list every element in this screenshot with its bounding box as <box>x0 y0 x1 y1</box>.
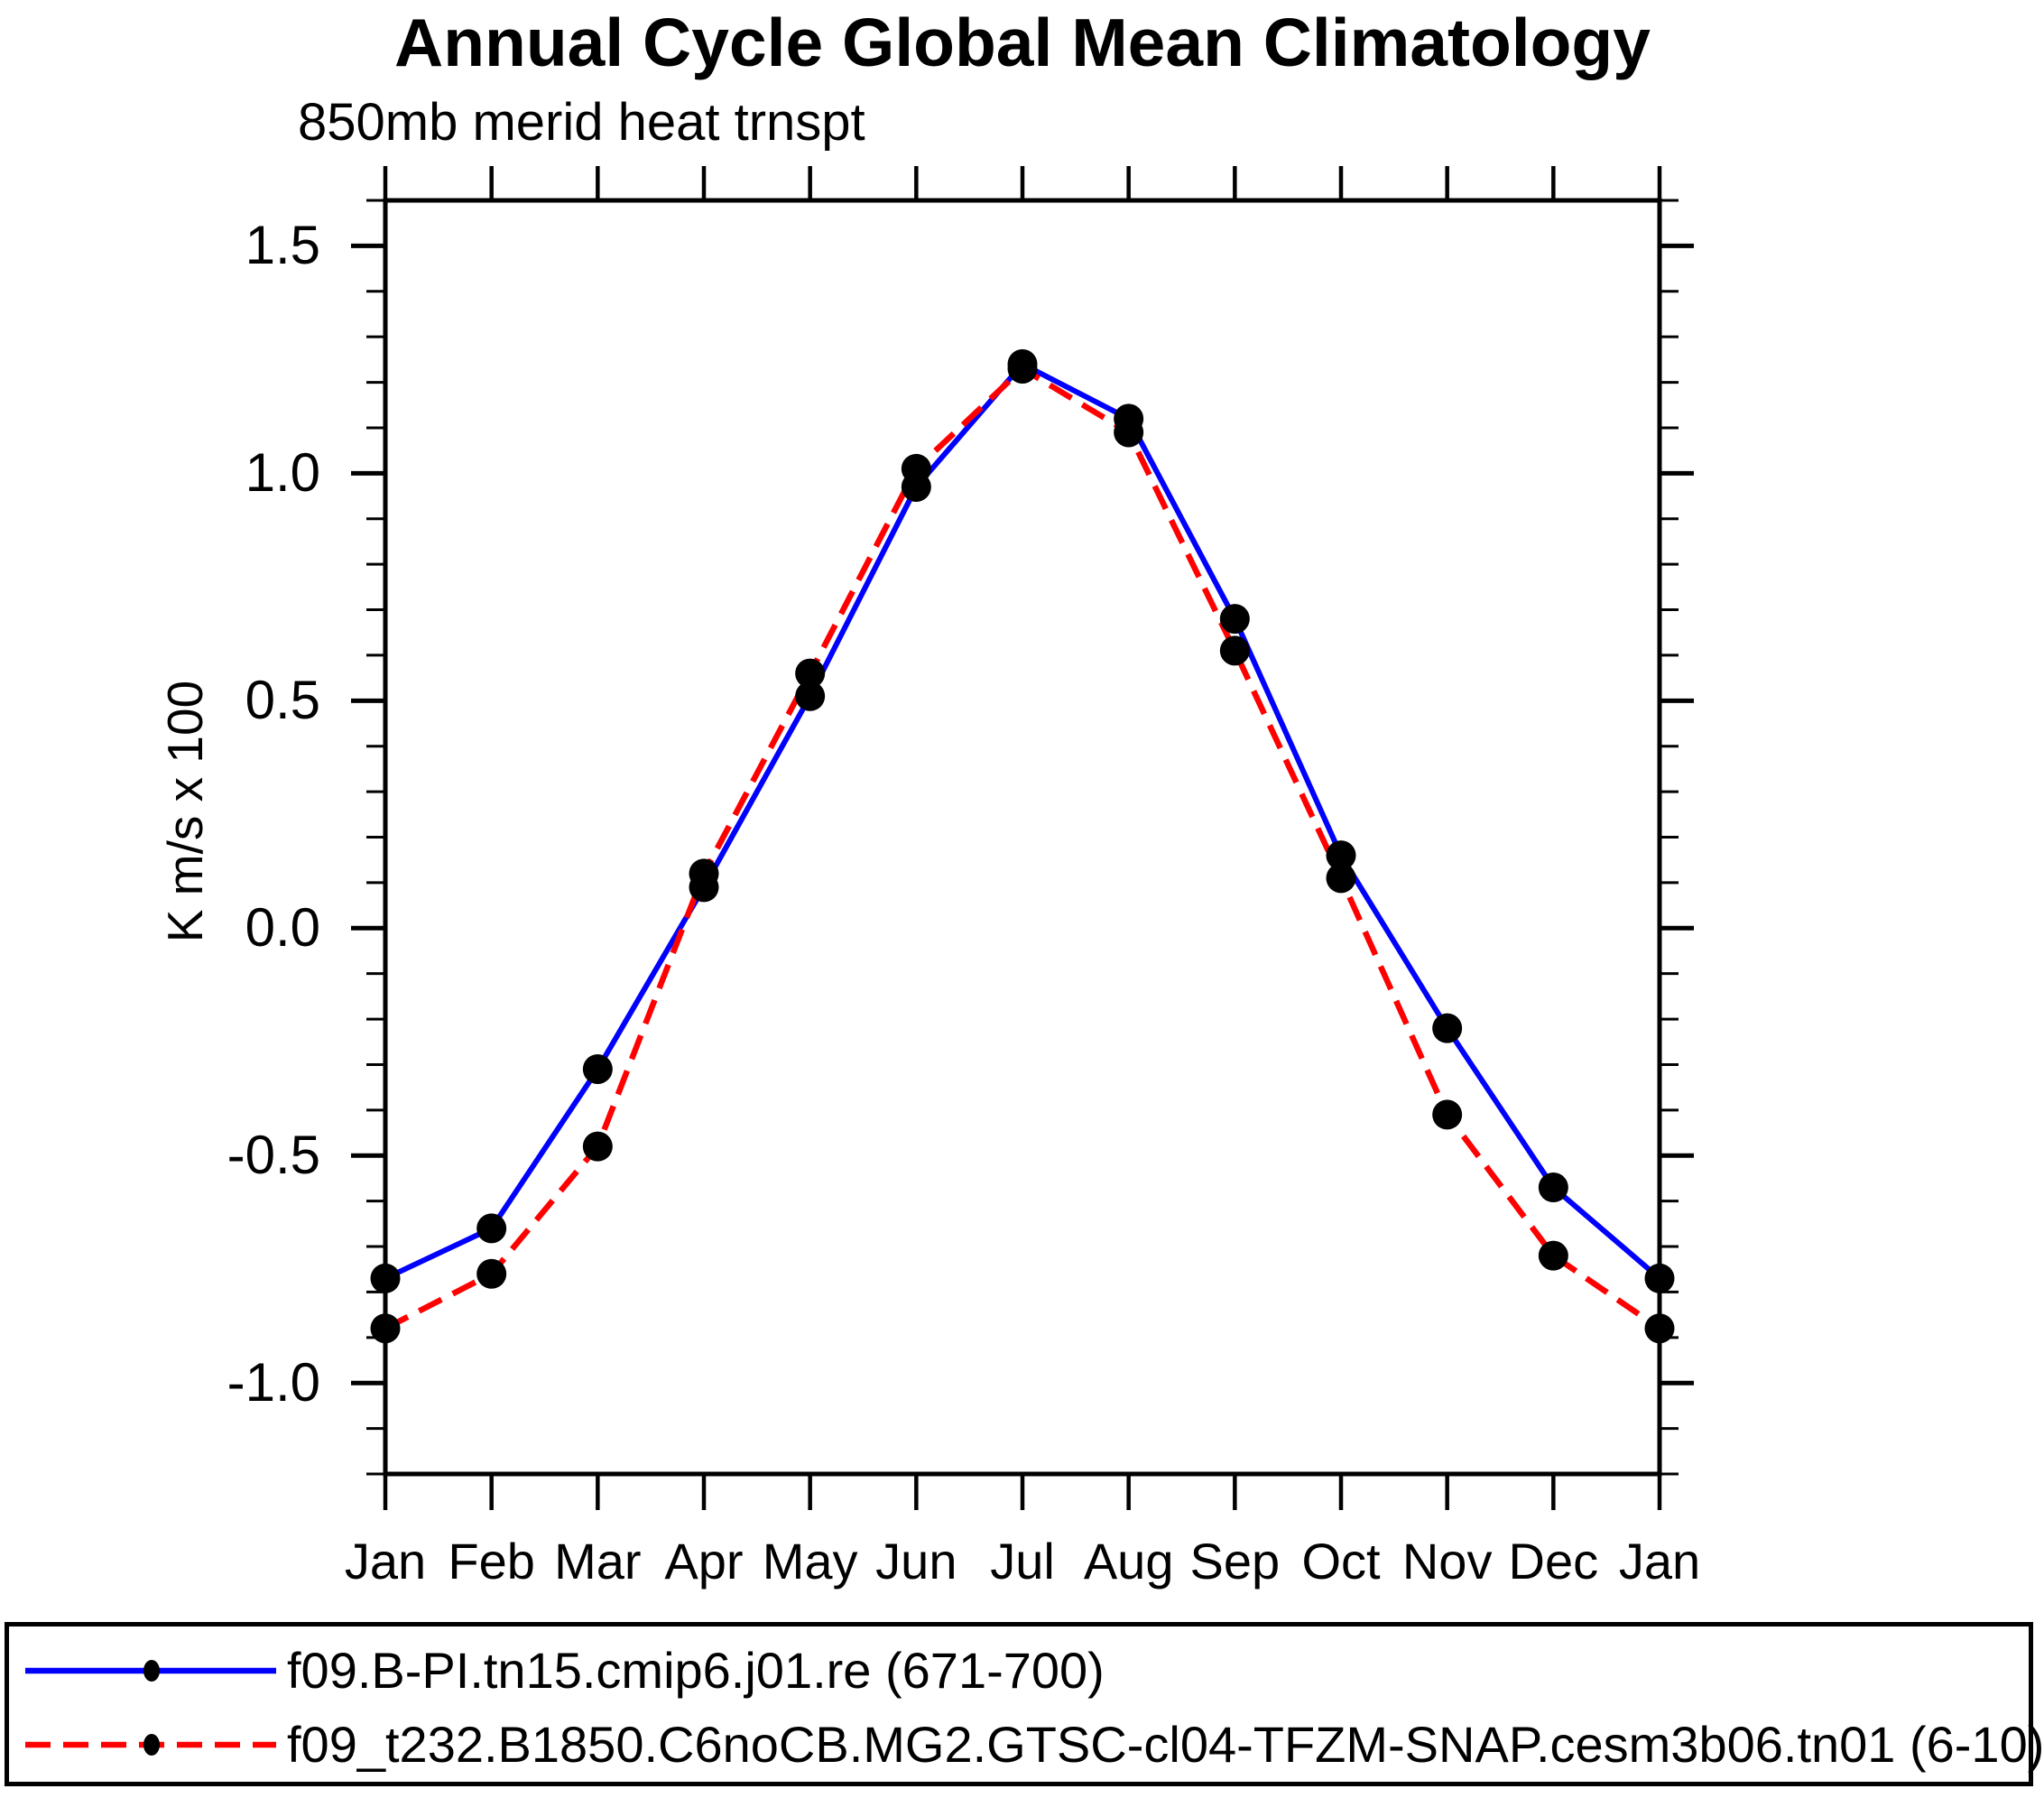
data-point-marker <box>1538 1240 1568 1271</box>
legend-swatch-marker <box>143 1660 160 1682</box>
chart-subtitle: 850mb merid heat trnspt <box>298 93 865 152</box>
legend-label: f09.B-PI.tn15.cmip6.j01.re (671-700) <box>287 1642 1105 1699</box>
x-tick-label: Aug <box>1083 1533 1174 1589</box>
data-point-marker <box>1114 417 1144 448</box>
data-point-marker <box>370 1263 401 1293</box>
x-tick-label: Jul <box>990 1533 1055 1589</box>
x-tick-label: Jun <box>875 1533 957 1589</box>
plot-frame <box>383 198 1662 1477</box>
legend-line-solid-swatch <box>25 1660 276 1682</box>
x-tick-label: Feb <box>448 1533 535 1589</box>
data-point-marker <box>582 1131 613 1162</box>
data-point-marker <box>689 858 719 889</box>
series-line-2 <box>384 365 1661 1331</box>
legend-line-dashed-swatch <box>25 1734 276 1756</box>
legend-swatch-marker <box>143 1734 160 1756</box>
data-point-marker <box>1007 353 1038 384</box>
x-tick-label: May <box>762 1533 858 1589</box>
y-tick-label: 0.5 <box>245 670 320 731</box>
data-point-marker <box>795 658 826 689</box>
x-tick-label: Jan <box>1618 1533 1701 1589</box>
y-tick-label: -1.0 <box>227 1352 320 1413</box>
x-tick-label: Apr <box>664 1533 744 1589</box>
data-point-marker <box>476 1213 507 1244</box>
legend: f09.B-PI.tn15.cmip6.j01.re (671-700) f09… <box>5 1622 2044 1786</box>
x-tick-label: Sep <box>1189 1533 1281 1589</box>
data-point-marker <box>1326 863 1356 894</box>
legend-label: f09_t232.B1850.C6noCB.MG2.GTSC-cl04-TFZM… <box>287 1716 2044 1773</box>
data-point-marker <box>582 1054 613 1085</box>
y-tick-label: -0.5 <box>227 1125 320 1186</box>
data-point-marker <box>1432 1013 1463 1043</box>
x-tick-label: Mar <box>554 1533 642 1589</box>
data-point-marker <box>1219 635 1250 666</box>
x-tick-label: Oct <box>1301 1533 1381 1589</box>
y-tick-label: 0.0 <box>245 897 320 959</box>
chart-title: Annual Cycle Global Mean Climatology <box>394 5 1651 80</box>
data-point-marker <box>1538 1172 1568 1203</box>
x-tick-label: Dec <box>1508 1533 1599 1589</box>
data-point-marker <box>1644 1313 1675 1344</box>
x-tick-label: Nov <box>1401 1533 1493 1589</box>
data-point-marker <box>1432 1099 1463 1130</box>
y-tick-label: 1.5 <box>245 215 320 276</box>
data-point-marker <box>476 1258 507 1289</box>
data-point-marker <box>901 453 931 484</box>
data-point-marker <box>1326 840 1356 871</box>
data-point-marker <box>795 681 826 711</box>
data-point-marker <box>1219 604 1250 635</box>
y-tick-label: 1.0 <box>245 442 320 504</box>
y-axis-label: K m/s x 100 <box>157 680 213 943</box>
data-point-marker <box>370 1313 401 1344</box>
data-point-marker <box>1644 1263 1675 1293</box>
x-tick-label: Jan <box>344 1533 427 1589</box>
